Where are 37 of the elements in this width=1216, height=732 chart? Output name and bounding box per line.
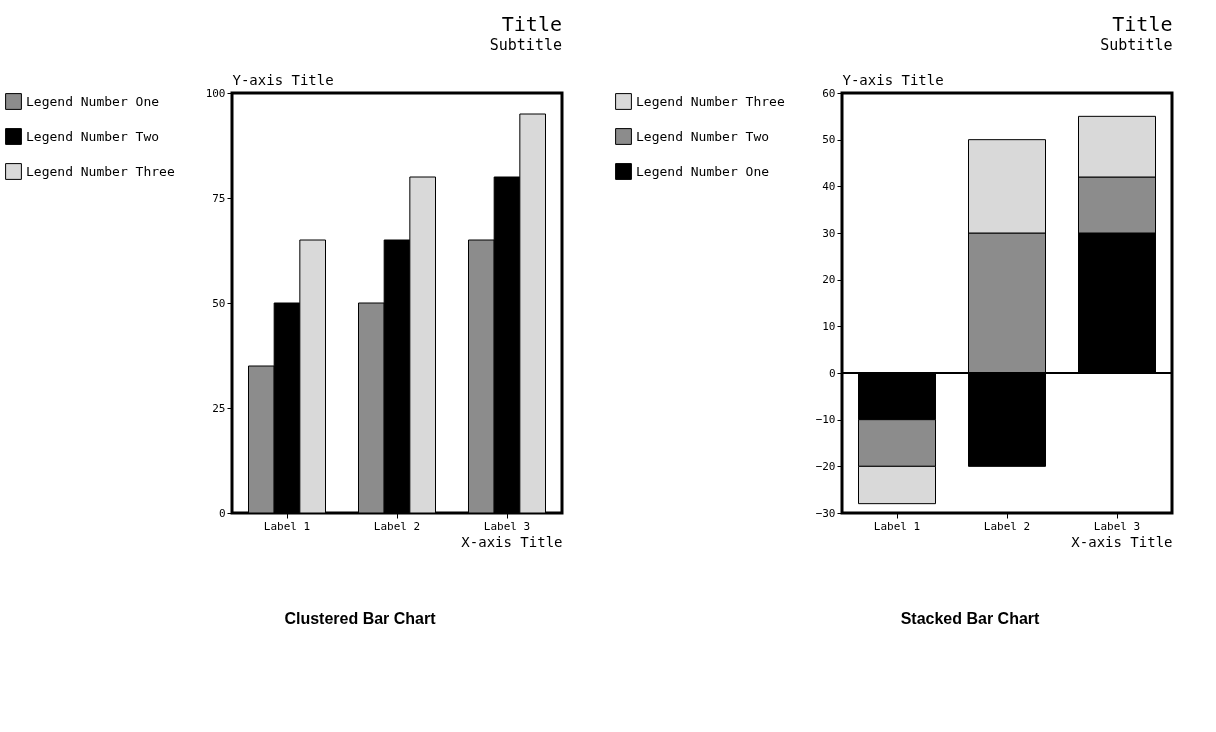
y-tick-label: 30 xyxy=(822,226,836,240)
text: Clustered Bar Chart xyxy=(283,610,437,628)
chart-title: Title xyxy=(501,12,562,36)
y-tick-label: 75 xyxy=(212,191,226,205)
y-tick-label: −30 xyxy=(815,506,836,520)
x-tick-label: Label 3 xyxy=(1093,519,1141,533)
y-tick-label: −10 xyxy=(815,413,836,427)
x-axis-title: X-axis Title xyxy=(461,533,563,550)
y-tick-label: 100 xyxy=(205,86,226,100)
x-tick-label: Label 1 xyxy=(873,519,921,533)
text: Stacked Bar Chart xyxy=(899,610,1041,628)
y-tick-label: 25 xyxy=(212,401,226,415)
y-tick-label: 10 xyxy=(822,319,836,333)
chart-subtitle: Subtitle xyxy=(1100,36,1173,54)
y-axis-title: Y-axis Title xyxy=(232,71,334,88)
y-axis-title: Y-axis Title xyxy=(842,71,944,88)
y-tick-label: 20 xyxy=(822,273,836,287)
y-tick-label: 50 xyxy=(212,296,226,310)
x-axis-title: X-axis Title xyxy=(1071,533,1173,550)
y-tick-label: 0 xyxy=(828,366,836,380)
x-tick-label: Label 3 xyxy=(483,519,531,533)
y-tick-label: 40 xyxy=(822,179,836,193)
y-tick-label: 50 xyxy=(822,133,836,147)
legend-label: Legend Number Three xyxy=(636,93,785,109)
legend-label: Legend Number One xyxy=(636,163,770,179)
x-tick-label: Label 1 xyxy=(263,519,311,533)
x-tick-label: Label 2 xyxy=(373,519,421,533)
x-tick-label: Label 2 xyxy=(983,519,1031,533)
legend-label: Legend Number Two xyxy=(636,128,770,144)
chart-subtitle: Subtitle xyxy=(489,36,562,54)
legend-label: Legend Number Two xyxy=(26,128,160,144)
chart-title: Title xyxy=(1112,12,1173,36)
y-tick-label: −20 xyxy=(815,459,836,473)
y-tick-label: 60 xyxy=(822,86,836,100)
y-tick-label: 0 xyxy=(218,506,226,520)
legend-label: Legend Number Three xyxy=(26,163,175,179)
legend-label: Legend Number One xyxy=(26,93,160,109)
